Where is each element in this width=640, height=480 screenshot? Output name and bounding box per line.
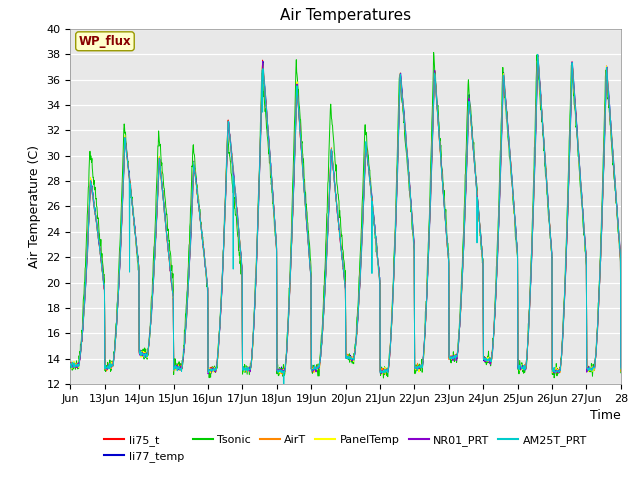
- Text: WP_flux: WP_flux: [79, 35, 131, 48]
- Title: Air Temperatures: Air Temperatures: [280, 9, 411, 24]
- Legend: li75_t, li77_temp, Tsonic, AirT, PanelTemp, NR01_PRT, AM25T_PRT: li75_t, li77_temp, Tsonic, AirT, PanelTe…: [100, 431, 591, 467]
- Text: Time: Time: [590, 409, 621, 422]
- Y-axis label: Air Temperature (C): Air Temperature (C): [28, 145, 41, 268]
